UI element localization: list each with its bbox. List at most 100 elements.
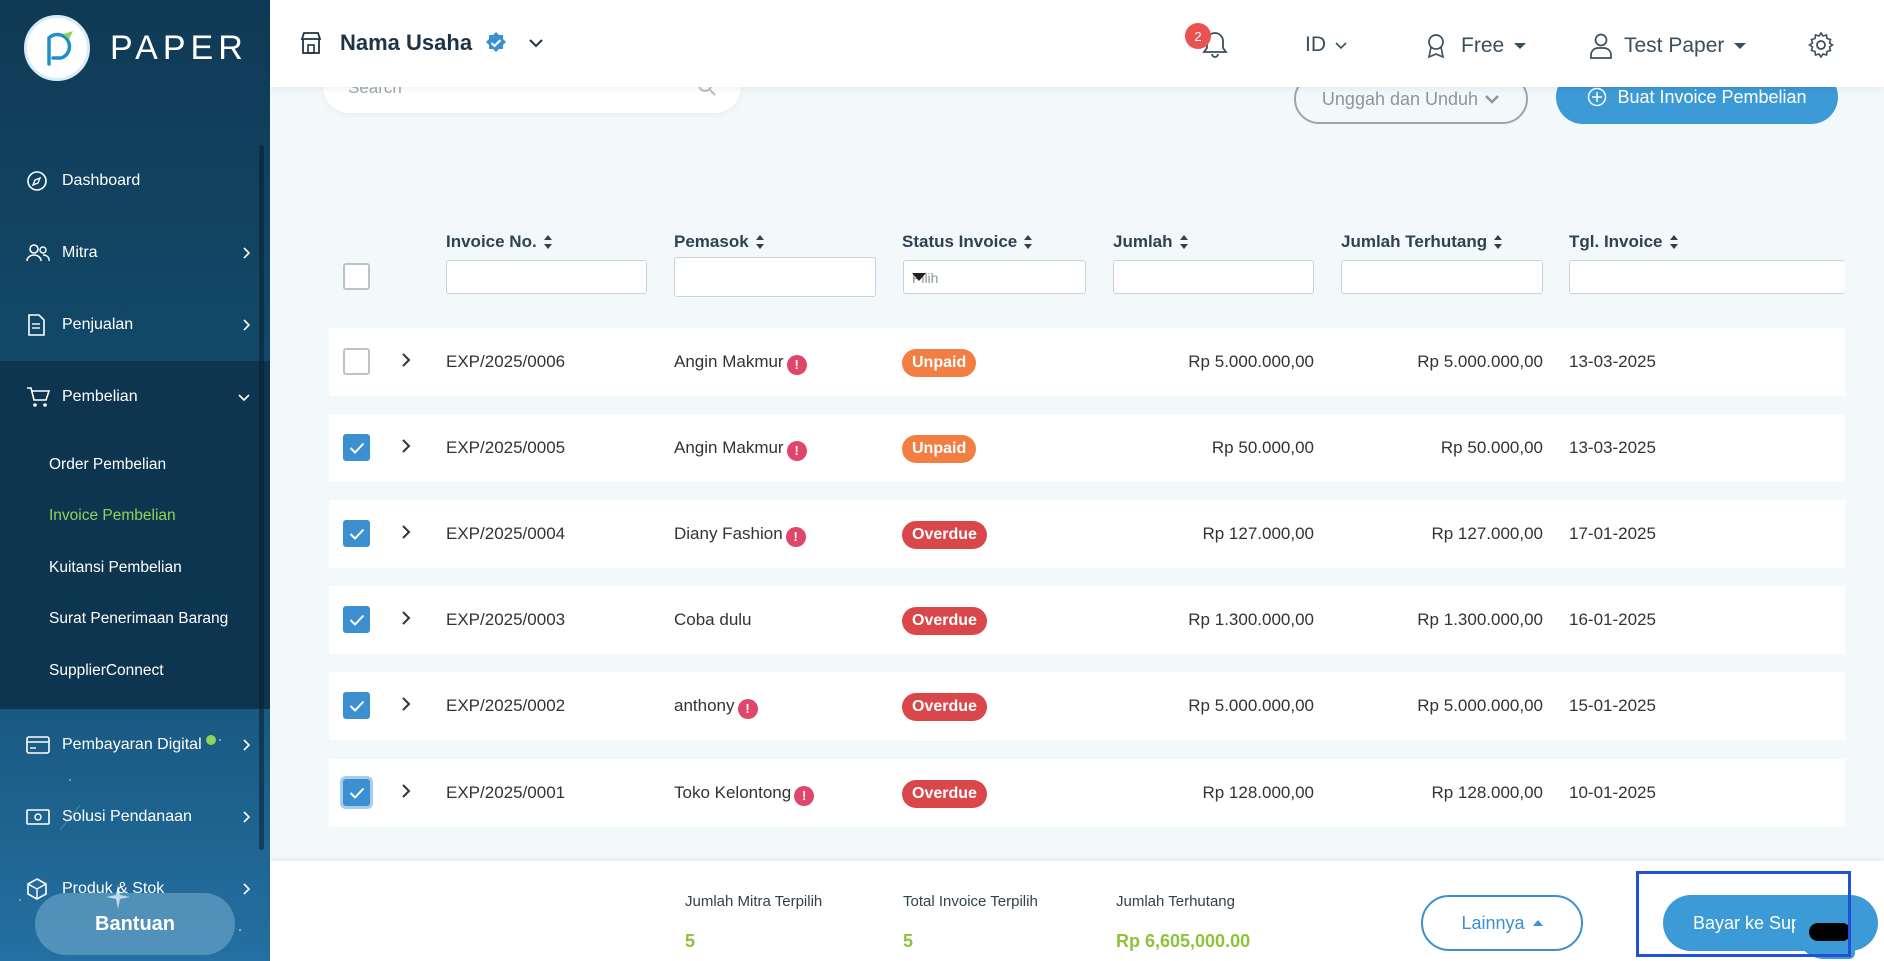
sidebar-subitem-order-pembelian[interactable]: Order Pembelian [49, 455, 167, 473]
invoice-number[interactable]: EXP/2025/0002 [446, 696, 566, 715]
status-badge: Overdue [902, 607, 987, 635]
row-checkbox[interactable] [343, 520, 370, 547]
sidebar-item-label: Dashboard [62, 172, 141, 189]
expand-row-icon[interactable] [401, 352, 411, 368]
invoice-number[interactable]: EXP/2025/0005 [446, 438, 566, 457]
caret-down-icon [1734, 43, 1747, 49]
sidebar-item-label: Produk & Stok [62, 879, 165, 897]
users-icon [26, 242, 52, 264]
amount-cell: Rp 128.000,00 [1202, 783, 1314, 802]
column-header-pemasok[interactable]: Pemasok [674, 232, 765, 252]
more-actions-button[interactable]: Lainnya [1421, 895, 1583, 951]
supplier-name: anthony [674, 696, 735, 715]
chevron-right-icon [243, 738, 250, 751]
warning-icon: ! [794, 785, 815, 806]
row-checkbox[interactable] [343, 434, 370, 461]
sidebar-item-produk-stok[interactable]: Produk & Stok [0, 853, 270, 925]
expand-row-icon[interactable] [401, 438, 411, 454]
row-checkbox[interactable] [343, 348, 370, 375]
business-selector[interactable]: Nama Usaha [300, 30, 544, 56]
sort-icon [755, 235, 764, 249]
app-logo[interactable]: PAPER [24, 15, 248, 81]
sidebar-item-mitra[interactable]: Mitra [0, 217, 270, 289]
select-all-checkbox[interactable] [343, 263, 370, 290]
amount-due-cell: Rp 128.000,00 [1431, 783, 1543, 802]
supplier-cell: Angin Makmur! [674, 352, 807, 375]
expand-row-icon[interactable] [401, 783, 411, 799]
amount-due-cell: Rp 5.000.000,00 [1417, 696, 1543, 715]
sidebar-item-label: Pembayaran Digital [62, 735, 202, 753]
sidebar-item-dashboard[interactable]: Dashboard [0, 145, 270, 217]
selected-partners-value: 5 [685, 931, 696, 951]
filter-jumlah-input[interactable] [1113, 260, 1314, 294]
row-checkbox[interactable] [343, 692, 370, 719]
sidebar-subitem-surat-penerimaan[interactable]: Surat Penerimaan Barang [49, 610, 229, 628]
invoice-number[interactable]: EXP/2025/0004 [446, 524, 566, 543]
sort-icon [1494, 235, 1503, 249]
user-menu[interactable]: Test Paper [1590, 33, 1747, 59]
chevron-right-icon [243, 319, 250, 331]
verified-badge-icon [486, 32, 507, 52]
table-row[interactable]: EXP/2025/0003 Coba dulu Overdue Rp 1.300.00… [329, 586, 1845, 654]
check-icon [349, 442, 364, 454]
sidebar-subitem-kuitansi-pembelian[interactable]: Kuitansi Pembelian [49, 558, 182, 576]
column-header-tgl-invoice[interactable]: Tgl. Invoice [1569, 232, 1679, 252]
table-row[interactable]: EXP/2025/0001 Toko Kelontong! Overdue Rp 12… [329, 759, 1845, 827]
column-header-jumlah[interactable]: Jumlah [1113, 232, 1189, 252]
table-row[interactable]: EXP/2025/0004 Diany Fashion! Overdue Rp 127… [329, 500, 1845, 568]
chevron-right-icon [243, 247, 250, 259]
column-header-jumlah-terhutang[interactable]: Jumlah Terhutang [1341, 232, 1503, 252]
amount-due-cell: Rp 1.300.000,00 [1417, 610, 1543, 629]
column-header-status-invoice[interactable]: Status Invoice [902, 232, 1033, 252]
total-due-label: Jumlah Terhutang [1116, 893, 1235, 910]
column-label: Jumlah Terhutang [1341, 232, 1488, 251]
filter-invoice-input[interactable] [446, 260, 647, 294]
sidebar: PAPER Dashboard Mitra Penjualan [0, 0, 270, 961]
caret-up-icon [1532, 920, 1543, 926]
sidebar-subitem-supplierconnect[interactable]: SupplierConnect [49, 661, 164, 679]
sidebar-item-penjualan[interactable]: Penjualan [0, 289, 270, 361]
supplier-cell: Angin Makmur! [674, 438, 807, 461]
sort-icon [1669, 235, 1678, 249]
row-checkbox[interactable] [343, 606, 370, 633]
filter-jumlah-terhutang-input[interactable] [1341, 260, 1543, 294]
warning-icon: ! [785, 526, 806, 547]
sidebar-scrollbar[interactable] [259, 145, 264, 850]
column-header-invoice-no[interactable]: Invoice No. [446, 232, 553, 252]
help-button[interactable]: Bantuan [35, 893, 235, 955]
filter-pemasok-input[interactable] [674, 257, 876, 297]
upload-download-label: Unggah dan Unduh [1321, 88, 1479, 109]
expand-row-icon[interactable] [401, 524, 411, 540]
filter-tgl-invoice-input[interactable] [1569, 260, 1845, 294]
sidebar-subitem-invoice-pembelian[interactable]: Invoice Pembelian [49, 507, 176, 525]
sidebar-item-pembelian[interactable]: Pembelian [0, 361, 270, 433]
document-icon [26, 314, 52, 336]
sidebar-item-pembayaran-digital[interactable]: Pembayaran Digital [0, 709, 270, 781]
row-checkbox[interactable] [343, 779, 370, 806]
amount-cell: Rp 127.000,00 [1202, 524, 1314, 543]
plus-circle-icon [1588, 87, 1607, 107]
table-row[interactable]: EXP/2025/0006 Angin Makmur! Unpaid Rp 5.000… [329, 328, 1845, 396]
invoice-number[interactable]: EXP/2025/0003 [446, 610, 566, 629]
sidebar-item-solusi-pendanaan[interactable]: Solusi Pendanaan [0, 781, 270, 853]
expand-row-icon[interactable] [401, 696, 411, 712]
gear-icon[interactable] [1808, 32, 1834, 58]
dropdown-arrow-icon [912, 273, 926, 281]
chat-widget-button[interactable] [1795, 897, 1855, 959]
table-row[interactable]: EXP/2025/0005 Angin Makmur! Unpaid Rp 50.00… [329, 414, 1845, 482]
amount-cell: Rp 5.000.000,00 [1188, 352, 1314, 371]
expand-row-icon[interactable] [401, 610, 411, 626]
chevron-down-icon [238, 394, 250, 401]
plan-selector[interactable]: Free [1425, 33, 1527, 59]
status-badge: Unpaid [902, 349, 977, 377]
language-selector[interactable]: ID [1305, 33, 1348, 57]
invoice-number[interactable]: EXP/2025/0006 [446, 352, 566, 371]
chevron-right-icon [243, 810, 250, 823]
filter-status-select[interactable]: Pilih [903, 260, 1086, 294]
supplier-cell: anthony! [674, 696, 758, 719]
supplier-name: Toko Kelontong [674, 783, 792, 802]
status-badge: Overdue [902, 780, 987, 808]
table-row[interactable]: EXP/2025/0002 anthony! Overdue Rp 5.000.000… [329, 672, 1845, 740]
invoice-number[interactable]: EXP/2025/0001 [446, 783, 566, 802]
invoice-date-cell: 13-03-2025 [1569, 438, 1656, 457]
